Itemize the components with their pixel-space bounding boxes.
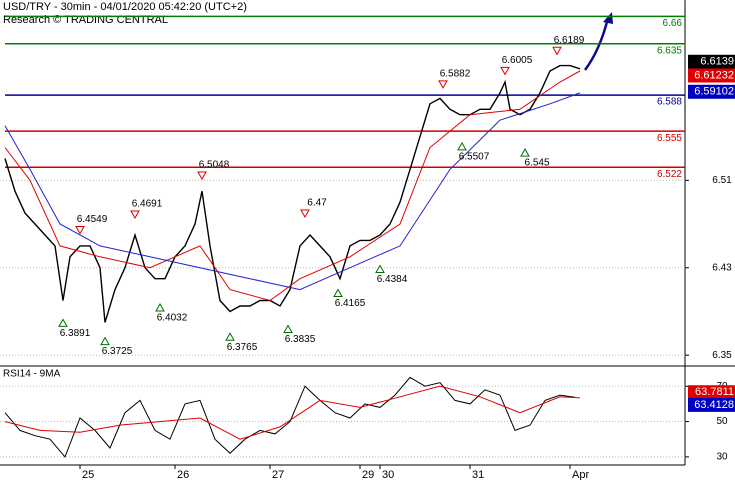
price-tag-label: 6.6139 [700,56,734,68]
pivot-label: 6.6005 [502,55,533,66]
forecast-arrowhead [603,12,613,24]
x-tick-label: 27 [272,469,284,480]
pivot-label: 6.3835 [285,334,316,345]
x-tick-label: 25 [82,469,94,480]
series-line [4,70,581,302]
x-tick-label: 26 [177,469,189,480]
peak-marker [197,171,207,181]
x-tick-label: Apr [572,469,589,480]
trough-marker [375,264,385,274]
trough-marker [225,332,235,341]
series-line [4,385,581,440]
rsi-title: RSI14 - 9MA [3,369,61,380]
price-tag [688,54,735,69]
peak-marker [130,210,140,220]
y-tick-label: 6.35 [712,350,732,361]
price-tag-label: 63.4128 [694,399,734,411]
y-tick-label: 30 [716,452,728,463]
trough-marker [283,324,293,334]
price-tag [688,385,735,400]
pivot-label: 6.5048 [199,160,230,171]
price-tag-label: 63.7811 [695,386,734,398]
pivot-label: 6.6189 [554,35,585,46]
y-tick-label: 6.51 [712,175,732,186]
pivot-label: 6.5882 [440,68,471,79]
price-tag [688,68,735,83]
y-tick-label: 50 [716,416,728,427]
pivot-label: 6.4165 [335,298,366,309]
peak-marker [75,226,85,235]
pivot-label: 6.4384 [377,274,408,285]
level-label: 6.66 [663,18,683,29]
series-line [4,64,581,323]
pivot-label: 6.3891 [60,328,91,339]
pivot-label: 6.3765 [227,342,258,353]
price-tag-label: 6.61232 [694,69,734,81]
pivot-label: 6.4549 [77,214,108,225]
trough-marker [333,288,343,297]
trough-marker [58,318,68,327]
series-line [4,92,581,291]
peak-marker [552,46,562,56]
pivot-label: 6.3725 [102,346,133,357]
level-label: 6.555 [657,133,682,144]
x-tick-label: 30 [382,469,394,480]
pivot-label: 6.4691 [132,199,163,210]
peak-marker [438,80,448,89]
peak-marker [300,209,310,219]
trough-marker [155,303,165,312]
level-label: 6.588 [657,97,682,108]
level-label: 6.522 [657,169,682,180]
chart-title: USD/TRY - 30min - 04/01/2020 05:42:20 (U… [3,1,247,13]
forecast-arrow [583,17,610,71]
trough-marker [100,336,110,346]
x-tick-label: 29 [362,469,374,480]
pivot-label: 6.4032 [157,313,188,324]
series-line [4,376,576,458]
trough-marker [520,148,530,157]
peak-marker [500,66,510,76]
level-label: 6.635 [657,45,682,56]
pivot-label: 6.5507 [459,151,490,162]
y-tick-label: 6.43 [712,262,732,273]
price-tag [688,397,735,412]
trough-marker [457,141,467,151]
price-tag-label: 6.59102 [694,86,734,98]
price-tag [688,84,735,99]
pivot-label: 6.47 [307,198,327,209]
x-tick-label: 31 [472,469,484,480]
pivot-label: 6.545 [524,158,549,169]
